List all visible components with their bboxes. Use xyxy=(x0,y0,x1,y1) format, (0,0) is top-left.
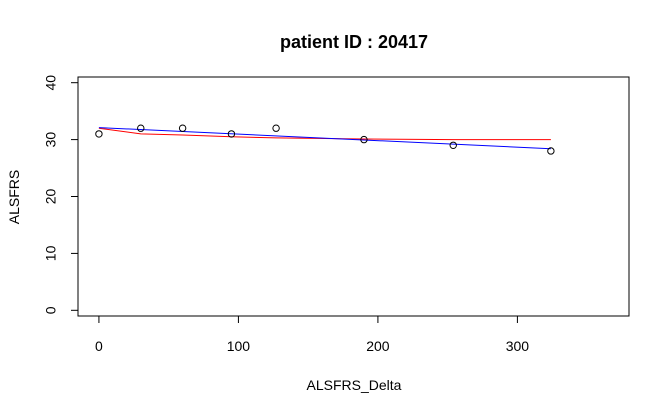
y-tick-label: 30 xyxy=(43,132,59,148)
x-tick-label: 200 xyxy=(366,338,390,354)
y-axis-label: ALSFRS xyxy=(6,170,22,224)
y-tick-label: 10 xyxy=(43,245,59,261)
y-tick-label: 0 xyxy=(43,306,59,314)
points-layer xyxy=(95,124,555,155)
data-point xyxy=(272,124,280,132)
series-layer xyxy=(98,127,551,150)
data-point xyxy=(360,135,368,144)
data-point xyxy=(449,141,457,149)
x-axis: 0 100 200 300 xyxy=(95,315,530,354)
data-point xyxy=(227,130,236,138)
y-axis: 0 10 20 30 40 xyxy=(43,75,79,314)
series-line-1 xyxy=(98,127,551,141)
data-point xyxy=(95,130,103,138)
x-axis-label: ALSFRS_Delta xyxy=(307,377,402,393)
x-tick-label: 100 xyxy=(227,338,251,354)
y-tick-label: 20 xyxy=(43,189,59,205)
data-point xyxy=(137,124,145,132)
y-tick-label: 40 xyxy=(43,75,59,91)
data-point xyxy=(547,147,555,155)
data-point xyxy=(178,124,187,132)
chart-title: patient ID : 20417 xyxy=(280,32,428,52)
series-line-2 xyxy=(98,127,551,150)
plot-frame xyxy=(77,76,630,317)
x-tick-label: 0 xyxy=(95,338,103,354)
x-tick-label: 300 xyxy=(506,338,530,354)
